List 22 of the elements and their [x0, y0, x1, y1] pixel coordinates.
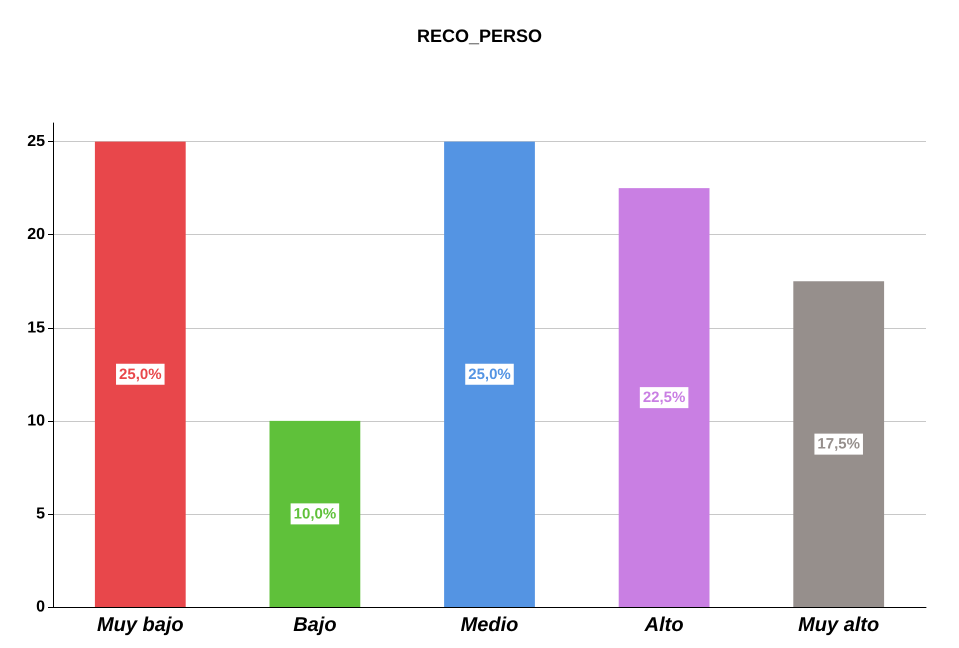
x-tick-label: Bajo — [293, 614, 337, 636]
y-tick-label: 20 — [27, 226, 46, 244]
bar — [793, 281, 884, 607]
chart-title: RECO_PERSO — [416, 26, 542, 46]
data-label: 25,0% — [468, 366, 511, 383]
data-label: 25,0% — [119, 366, 162, 383]
data-label: 17,5% — [817, 436, 860, 453]
x-tick-label: Medio — [460, 614, 518, 636]
bar — [618, 188, 710, 607]
x-tick-label: Alto — [644, 614, 684, 636]
bar — [94, 142, 186, 607]
bar — [270, 420, 360, 607]
y-tick-label: 0 — [36, 598, 46, 616]
y-tick-label: 10 — [27, 412, 46, 430]
data-label: 10,0% — [294, 505, 336, 522]
data-label: 22,5% — [642, 389, 686, 406]
x-tick-label: Muy bajo — [96, 614, 184, 636]
x-tick-label: Muy alto — [798, 614, 880, 636]
y-tick-label: 25 — [27, 133, 46, 150]
y-tick-label: 5 — [36, 505, 46, 522]
bar — [444, 142, 535, 607]
y-tick-label: 15 — [27, 319, 46, 336]
